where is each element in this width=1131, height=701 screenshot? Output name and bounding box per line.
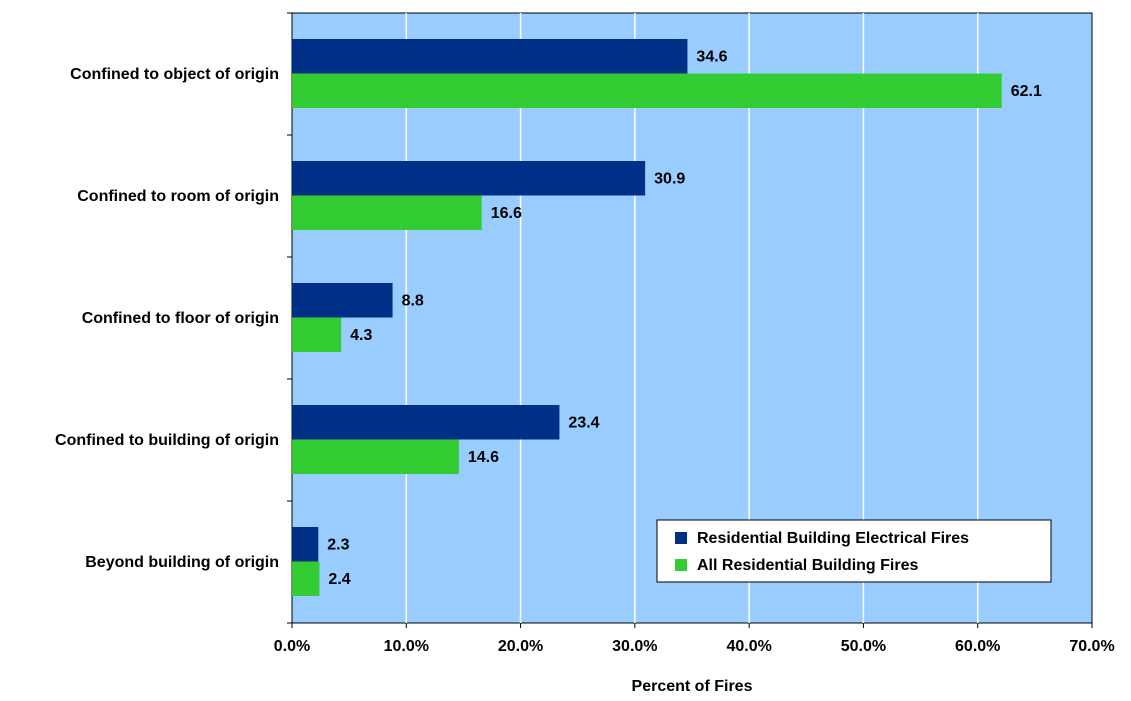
legend-swatch: [675, 559, 687, 571]
data-label: 2.3: [327, 536, 349, 553]
bar: [292, 195, 482, 230]
x-tick-label: 50.0%: [841, 638, 886, 655]
y-tick-label: Confined to object of origin: [70, 66, 279, 83]
legend-swatch: [675, 532, 687, 544]
data-label: 23.4: [568, 414, 599, 431]
bar: [292, 73, 1002, 108]
x-tick-label: 20.0%: [498, 638, 543, 655]
data-label: 62.1: [1011, 83, 1042, 100]
data-label: 2.4: [328, 571, 350, 588]
data-label: 30.9: [654, 170, 685, 187]
x-tick-label: 60.0%: [955, 638, 1000, 655]
y-tick-label: Confined to room of origin: [77, 188, 279, 205]
y-tick-label: Confined to building of origin: [55, 432, 279, 449]
bar: [292, 405, 560, 440]
x-tick-label: 10.0%: [384, 638, 429, 655]
bar: [292, 561, 320, 596]
bar: [292, 439, 459, 474]
data-label: 14.6: [468, 449, 499, 466]
data-label: 4.3: [350, 327, 372, 344]
data-label: 8.8: [402, 292, 424, 309]
x-tick-label: 70.0%: [1069, 638, 1114, 655]
legend-box: [656, 519, 1052, 583]
x-axis-title: Percent of Fires: [632, 678, 753, 695]
bar: [292, 39, 688, 74]
y-tick-label: Beyond building of origin: [85, 554, 279, 571]
data-label: 16.6: [491, 205, 522, 222]
x-tick-label: 30.0%: [612, 638, 657, 655]
legend-label: All Residential Building Fires: [697, 557, 918, 574]
bar: [292, 527, 319, 562]
x-tick-label: 0.0%: [274, 638, 310, 655]
y-tick-label: Confined to floor of origin: [82, 310, 279, 327]
x-tick-label: 40.0%: [726, 638, 771, 655]
data-label: 34.6: [696, 48, 727, 65]
legend-label: Residential Building Electrical Fires: [697, 530, 969, 547]
bar: [292, 283, 393, 318]
bar: [292, 317, 342, 352]
bar: [292, 161, 646, 196]
